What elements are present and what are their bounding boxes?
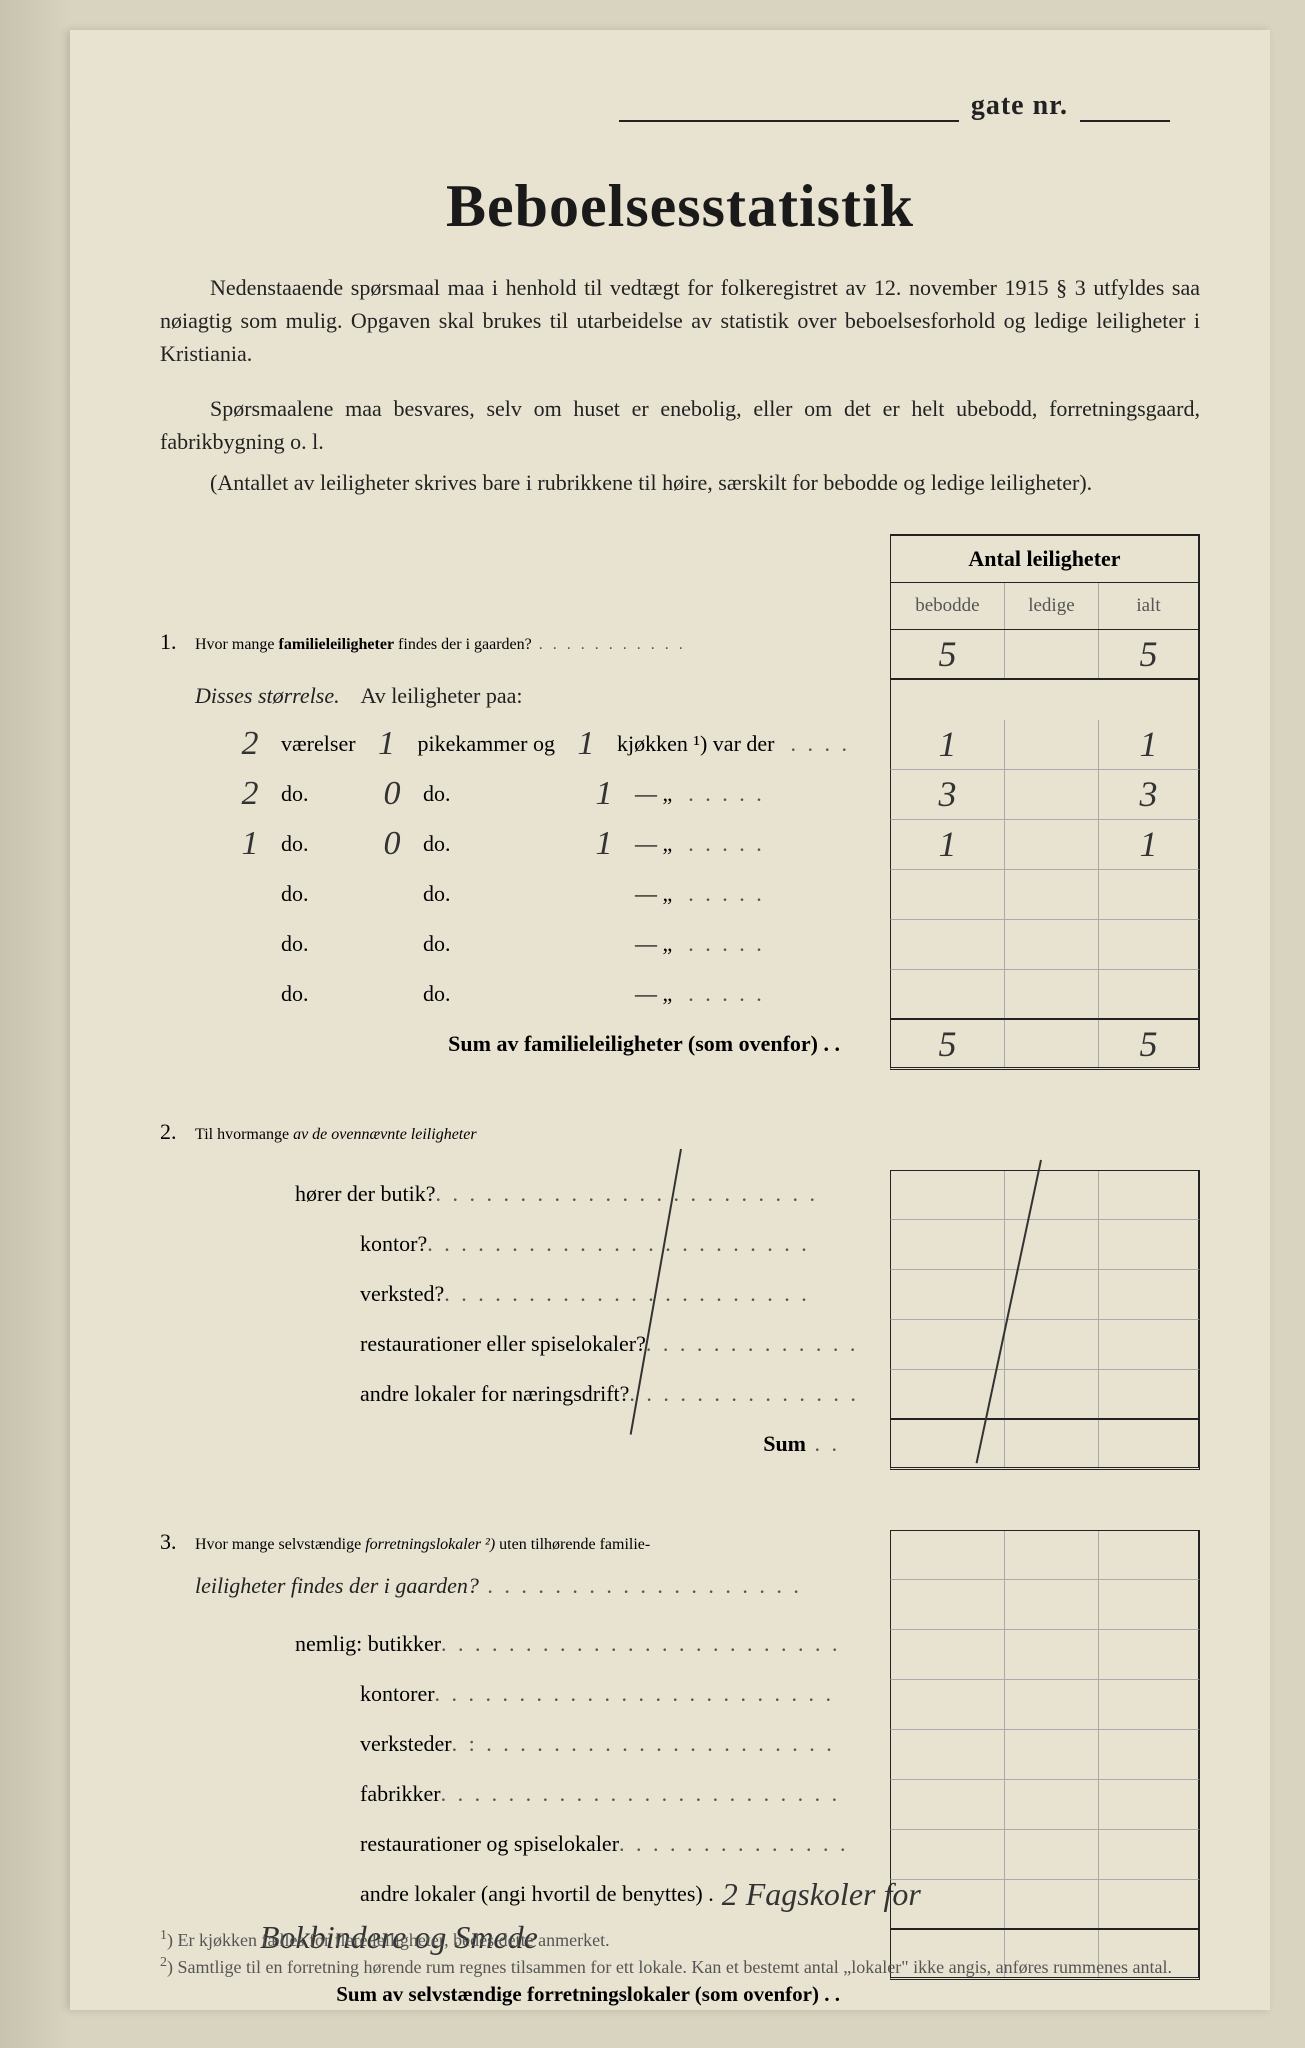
- table-row: [890, 1270, 1200, 1320]
- table-header: Antal leiligheter: [890, 534, 1200, 582]
- q2-item: restaurationer eller spiselokaler? . . .…: [160, 1319, 860, 1369]
- size-row: do. do. — „ . . . . .: [160, 919, 860, 969]
- q3-item: fabrikker . . . . . . . . . . . . . . . …: [160, 1769, 860, 1819]
- table-row: [890, 1220, 1200, 1270]
- table-row: 1 1: [890, 720, 1200, 770]
- form-content: Antal leiligheter bebodde ledige ialt 5 …: [160, 534, 1200, 2019]
- table-row: [890, 1780, 1200, 1830]
- size-row: 2 værelser 1 pikekammer og 1 kjøkken ¹) …: [160, 719, 860, 769]
- size-row: do. do. — „ . . . . .: [160, 969, 860, 1019]
- table-row: [890, 970, 1200, 1020]
- q2-item: hører der butik? . . . . . . . . . . . .…: [160, 1169, 860, 1219]
- table-row: [890, 1630, 1200, 1680]
- table-row: [890, 920, 1200, 970]
- q3-item: restaurationer og spiselokaler . . . . .…: [160, 1819, 860, 1869]
- table-row: 5 5: [890, 630, 1200, 680]
- counts-table: Antal leiligheter bebodde ledige ialt 5 …: [890, 534, 1200, 1980]
- gate-number-field: gate nr.: [160, 90, 1200, 122]
- table-row: [890, 1580, 1200, 1630]
- gate-label: gate nr.: [963, 90, 1076, 121]
- intro-p1: Nedenstaaende spørsmaal maa i henhold ti…: [160, 271, 1200, 370]
- size-row: do. do. — „ . . . . .: [160, 869, 860, 919]
- size-row: 2 do. 0 do. 1 — „ . . . . .: [160, 769, 860, 819]
- q2-item: andre lokaler for næringsdrift? . . . . …: [160, 1369, 860, 1419]
- question-2: 2. Til hvormange av de ovennævnte leilig…: [160, 1119, 860, 1169]
- table-row: [890, 1370, 1200, 1420]
- sum-row: Sum . .: [160, 1419, 860, 1469]
- q3-item: kontorer . . . . . . . . . . . . . . . .…: [160, 1669, 860, 1719]
- sum-row: Sum av familieleiligheter (som ovenfor) …: [160, 1019, 860, 1069]
- table-row: [890, 1320, 1200, 1370]
- table-row: [890, 1830, 1200, 1880]
- intro-p3: (Antallet av leiligheter skrives bare i …: [160, 466, 1200, 499]
- q3-item: andre lokaler (angi hvortil de benyttes)…: [160, 1869, 860, 1919]
- q2-item: kontor? . . . . . . . . . . . . . . . . …: [160, 1219, 860, 1269]
- col-bebodde: bebodde: [891, 583, 1005, 629]
- table-row: [890, 1530, 1200, 1580]
- table-row-sum: [890, 1420, 1200, 1470]
- table-row: [890, 1170, 1200, 1220]
- table-row: 3 3: [890, 770, 1200, 820]
- table-row: [890, 1880, 1200, 1930]
- document-page: gate nr. Beboelsesstatistik Nedenstaaend…: [70, 30, 1270, 2010]
- question-3: 3. Hvor mange selvstændige forretningslo…: [160, 1529, 860, 1569]
- table-row: 1 1: [890, 820, 1200, 870]
- col-ledige: ledige: [1005, 583, 1099, 629]
- intro-p2: Spørsmaalene maa besvares, selv om huset…: [160, 392, 1200, 458]
- q3-item: nemlig: butikker . . . . . . . . . . . .…: [160, 1619, 860, 1669]
- footnotes: 1) Er kjøkken fælles for flere leilighet…: [160, 1926, 1172, 1980]
- question-1: 1. Hvor mange familieleiligheter findes …: [160, 629, 860, 679]
- q3-item: verksteder . : . . . . . . . . . . . . .…: [160, 1719, 860, 1769]
- table-row: [890, 870, 1200, 920]
- col-ialt: ialt: [1099, 583, 1198, 629]
- table-row-sum: 5 5: [890, 1020, 1200, 1070]
- table-row: [890, 1680, 1200, 1730]
- page-title: Beboelsesstatistik: [160, 172, 1200, 241]
- table-row: [890, 1730, 1200, 1780]
- size-row: 1 do. 0 do. 1 — „ . . . . .: [160, 819, 860, 869]
- table-subheader: bebodde ledige ialt: [890, 582, 1200, 630]
- page-left-edge: [0, 0, 70, 2048]
- q2-item: verksted? . . . . . . . . . . . . . . . …: [160, 1269, 860, 1319]
